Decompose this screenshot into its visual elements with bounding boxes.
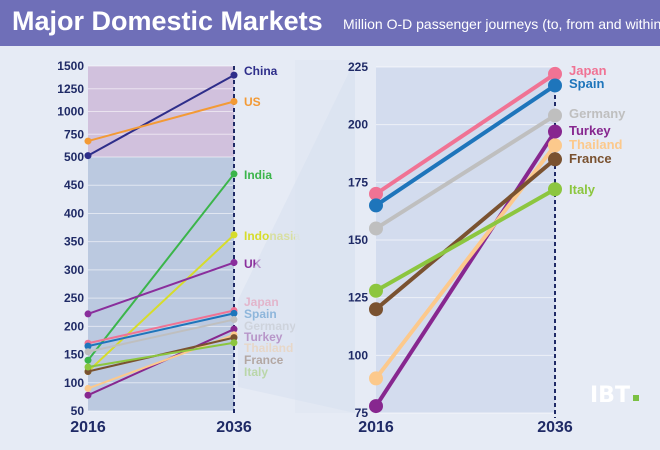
right-x-tick-label: 2036 bbox=[537, 419, 573, 436]
left-y-tick-label: 1250 bbox=[57, 82, 84, 96]
left-series-line-italy bbox=[87, 341, 235, 368]
left-y-tick-label: 1000 bbox=[57, 105, 84, 119]
right-x-tick-label: 2016 bbox=[358, 419, 394, 436]
left-series-line-china bbox=[87, 74, 235, 157]
left-point-germany-2016 bbox=[84, 348, 92, 356]
left-point-india-2016 bbox=[84, 356, 92, 364]
left-point-uk-2036 bbox=[230, 259, 238, 267]
left-series-line-uk bbox=[87, 261, 235, 315]
left-point-india-2036 bbox=[230, 170, 238, 178]
right-series-line-france bbox=[374, 157, 557, 311]
left-point-indonasia-2036 bbox=[230, 231, 238, 239]
right-series-label: Japan bbox=[569, 63, 607, 78]
left-y-tick-label: 350 bbox=[64, 235, 84, 249]
right-y-tick-label: 175 bbox=[348, 175, 368, 189]
right-series-label: Turkey bbox=[569, 123, 611, 138]
left-y-tick-label: 200 bbox=[64, 319, 84, 333]
right-series-label: Italy bbox=[569, 182, 596, 197]
right-point-thailand-2016 bbox=[369, 371, 383, 386]
left-series-line-us bbox=[87, 100, 235, 143]
right-series-line-germany bbox=[374, 113, 557, 231]
left-series-line-japan bbox=[87, 309, 235, 345]
left-series-label: China bbox=[244, 64, 278, 78]
left-y-tick-label: 750 bbox=[64, 127, 84, 141]
left-x-tick-label: 2016 bbox=[70, 419, 106, 436]
left-y-tick-label: 450 bbox=[64, 178, 84, 192]
left-series-line-spain bbox=[87, 312, 235, 348]
left-y-tick-label: 150 bbox=[64, 348, 84, 362]
right-series-label: Thailand bbox=[569, 137, 623, 152]
right-point-spain-2036 bbox=[548, 78, 562, 93]
left-point-spain-2016 bbox=[84, 342, 92, 350]
left-y-tick-label: 250 bbox=[64, 291, 84, 305]
ibt-logo-dot bbox=[633, 395, 639, 401]
right-point-italy-2016 bbox=[369, 283, 383, 298]
left-point-thailand-2016 bbox=[84, 384, 92, 392]
left-y-tick-label: 500 bbox=[64, 150, 84, 164]
left-point-us-2036 bbox=[230, 97, 238, 105]
right-y-tick-label: 225 bbox=[348, 60, 368, 74]
right-y-tick-label: 150 bbox=[348, 233, 368, 247]
left-y-tick-label: 400 bbox=[64, 206, 84, 220]
left-point-france-2036 bbox=[230, 334, 238, 342]
right-series-line-turkey bbox=[374, 130, 557, 408]
left-lower-band bbox=[88, 157, 234, 411]
right-point-italy-2036 bbox=[548, 182, 562, 197]
left-point-china-2016 bbox=[84, 152, 92, 160]
right-series-label: Germany bbox=[569, 106, 626, 121]
left-point-italy-2016 bbox=[84, 363, 92, 371]
right-point-france-2016 bbox=[369, 302, 383, 317]
left-point-spain-2036 bbox=[230, 309, 238, 317]
right-point-japan-2036 bbox=[548, 66, 562, 81]
chart-title: Major Domestic Markets bbox=[12, 6, 323, 36]
right-y-tick-label: 100 bbox=[348, 348, 368, 362]
left-point-china-2036 bbox=[230, 71, 238, 79]
right-y-tick-label: 200 bbox=[348, 118, 368, 132]
right-point-germany-2036 bbox=[548, 108, 562, 123]
left-y-tick-label: 1500 bbox=[57, 59, 84, 73]
left-y-tick-label: 50 bbox=[71, 404, 85, 418]
left-series-line-india bbox=[87, 173, 235, 361]
left-point-italy-2036 bbox=[230, 339, 238, 347]
zoom-connector-wedge bbox=[238, 60, 355, 413]
left-y-tick-label: 100 bbox=[64, 376, 84, 390]
right-point-spain-2016 bbox=[369, 198, 383, 213]
right-y-tick-label: 75 bbox=[355, 406, 369, 420]
left-point-uk-2016 bbox=[84, 310, 92, 318]
left-point-us-2016 bbox=[84, 137, 92, 145]
left-point-turkey-2036 bbox=[230, 325, 238, 333]
right-series-line-japan bbox=[374, 72, 557, 196]
chart-subtitle: Million O-D passenger journeys (to, from… bbox=[343, 16, 660, 32]
header-bar: Major Domestic Markets Million O-D passe… bbox=[0, 0, 660, 46]
right-series-line-italy bbox=[375, 187, 556, 293]
right-y-tick-label: 125 bbox=[348, 291, 368, 305]
right-point-germany-2016 bbox=[369, 221, 383, 236]
right-point-turkey-2016 bbox=[369, 399, 383, 414]
left-series-line-germany bbox=[87, 318, 235, 353]
left-y-tick-label: 300 bbox=[64, 263, 84, 277]
right-point-france-2036 bbox=[548, 152, 562, 167]
left-point-germany-2036 bbox=[230, 316, 238, 324]
right-series-label: France bbox=[569, 151, 612, 166]
left-series-line-indonasia bbox=[87, 234, 235, 373]
right-point-turkey-2036 bbox=[548, 124, 562, 139]
right-series-line-spain bbox=[374, 83, 557, 208]
left-series-label: US bbox=[244, 95, 261, 109]
left-series-label: India bbox=[244, 168, 272, 182]
right-point-japan-2016 bbox=[369, 186, 383, 201]
left-x-tick-label: 2036 bbox=[216, 419, 252, 436]
ibt-logo: IBT bbox=[590, 383, 630, 408]
right-series-label: Spain bbox=[569, 76, 604, 91]
right-point-thailand-2036 bbox=[548, 138, 562, 153]
left-point-turkey-2016 bbox=[84, 391, 92, 399]
